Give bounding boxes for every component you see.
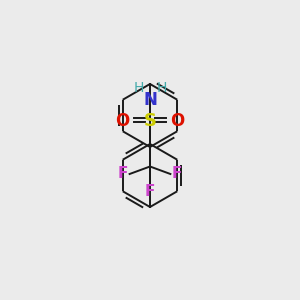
Text: S: S	[143, 112, 157, 130]
Text: O: O	[115, 112, 130, 130]
Text: O: O	[170, 112, 185, 130]
Text: F: F	[172, 167, 182, 182]
Text: H: H	[134, 82, 144, 95]
Text: F: F	[118, 167, 128, 182]
Text: F: F	[145, 184, 155, 199]
Text: N: N	[143, 91, 157, 109]
Text: H: H	[156, 82, 167, 95]
